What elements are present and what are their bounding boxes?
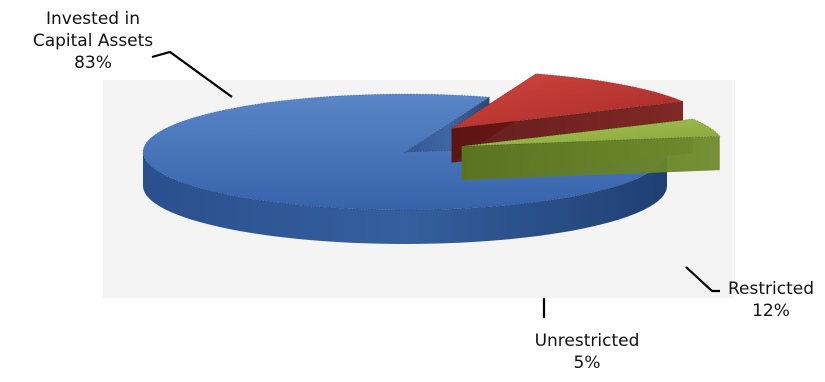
label-invested-value: 83% — [74, 53, 112, 73]
slice-unrestricted-top — [461, 118, 721, 147]
pie-slices — [142, 73, 721, 244]
slice-invested-top — [142, 93, 668, 211]
label-unrestricted-name: Unrestricted — [534, 331, 640, 351]
slice-invested-rim — [143, 152, 667, 244]
label-unrestricted-value: 5% — [573, 353, 601, 373]
slice-unrestricted — [461, 118, 721, 181]
slice-unrestricted-cut-1 — [461, 136, 720, 181]
leader-line-restricted — [685, 266, 720, 293]
slice-restricted-top — [451, 73, 684, 129]
label-restricted-value: 12% — [752, 301, 790, 321]
label-restricted: Restricted 12% — [716, 278, 825, 322]
label-invested-line1: Invested in — [46, 9, 140, 29]
label-restricted-name: Restricted — [727, 279, 814, 299]
label-unrestricted: Unrestricted 5% — [512, 330, 662, 374]
label-invested: Invested in Capital Assets 83% — [18, 8, 168, 74]
leader-line-invested — [151, 50, 233, 98]
label-invested-line2: Capital Assets — [32, 31, 154, 51]
